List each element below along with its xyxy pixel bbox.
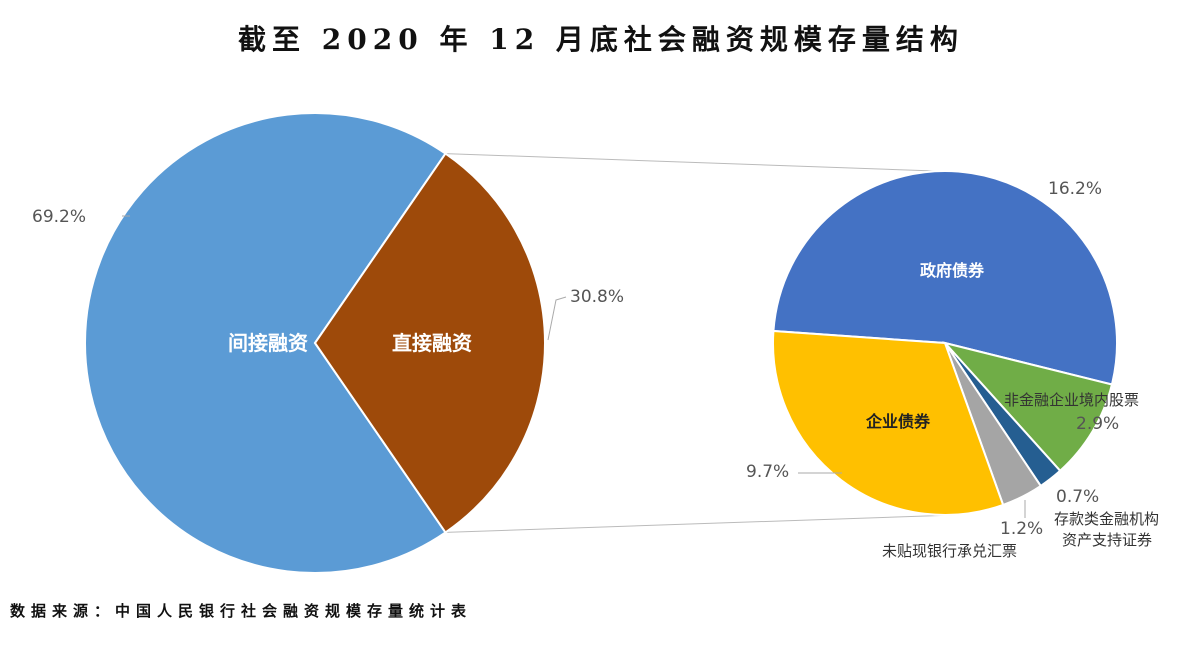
label-corp-pct: 9.7% bbox=[746, 462, 789, 482]
label-abs-pct: 0.7% bbox=[1056, 487, 1099, 507]
label-stock-pct: 2.9% bbox=[1076, 414, 1119, 434]
connector-top bbox=[445, 153, 936, 172]
label-stock: 非金融企业境内股票 bbox=[1004, 391, 1139, 409]
slice-direct bbox=[313, 152, 546, 534]
chart-title: 截至 2020 年 12 月底社会融资规模存量结构 bbox=[238, 23, 964, 56]
label-bill: 未贴现银行承兑汇票 bbox=[882, 542, 1017, 560]
label-abs-line2: 资产支持证券 bbox=[1062, 531, 1152, 549]
connector-bottom bbox=[445, 514, 956, 533]
label-gov-pct: 16.2% bbox=[1048, 179, 1102, 199]
chart-source: 数据来源：中国人民银行社会融资规模存量统计表 bbox=[10, 602, 473, 620]
label-corp: 企业债券 bbox=[865, 412, 931, 431]
label-indirect-pct: 69.2% bbox=[32, 207, 86, 227]
label-bill-pct: 1.2% bbox=[1000, 519, 1043, 539]
slice-indirect bbox=[83, 112, 447, 574]
slice-gov-bonds bbox=[772, 169, 1118, 386]
slice-stocks bbox=[942, 341, 1114, 473]
label-abs-line1: 存款类金融机构 bbox=[1054, 510, 1159, 528]
label-gov: 政府债券 bbox=[920, 261, 985, 280]
label-indirect: 间接融资 bbox=[228, 331, 308, 355]
slice-corp-bonds bbox=[772, 329, 1005, 516]
label-direct-pct: 30.8% bbox=[570, 287, 624, 307]
label-direct: 直接融资 bbox=[392, 331, 472, 355]
